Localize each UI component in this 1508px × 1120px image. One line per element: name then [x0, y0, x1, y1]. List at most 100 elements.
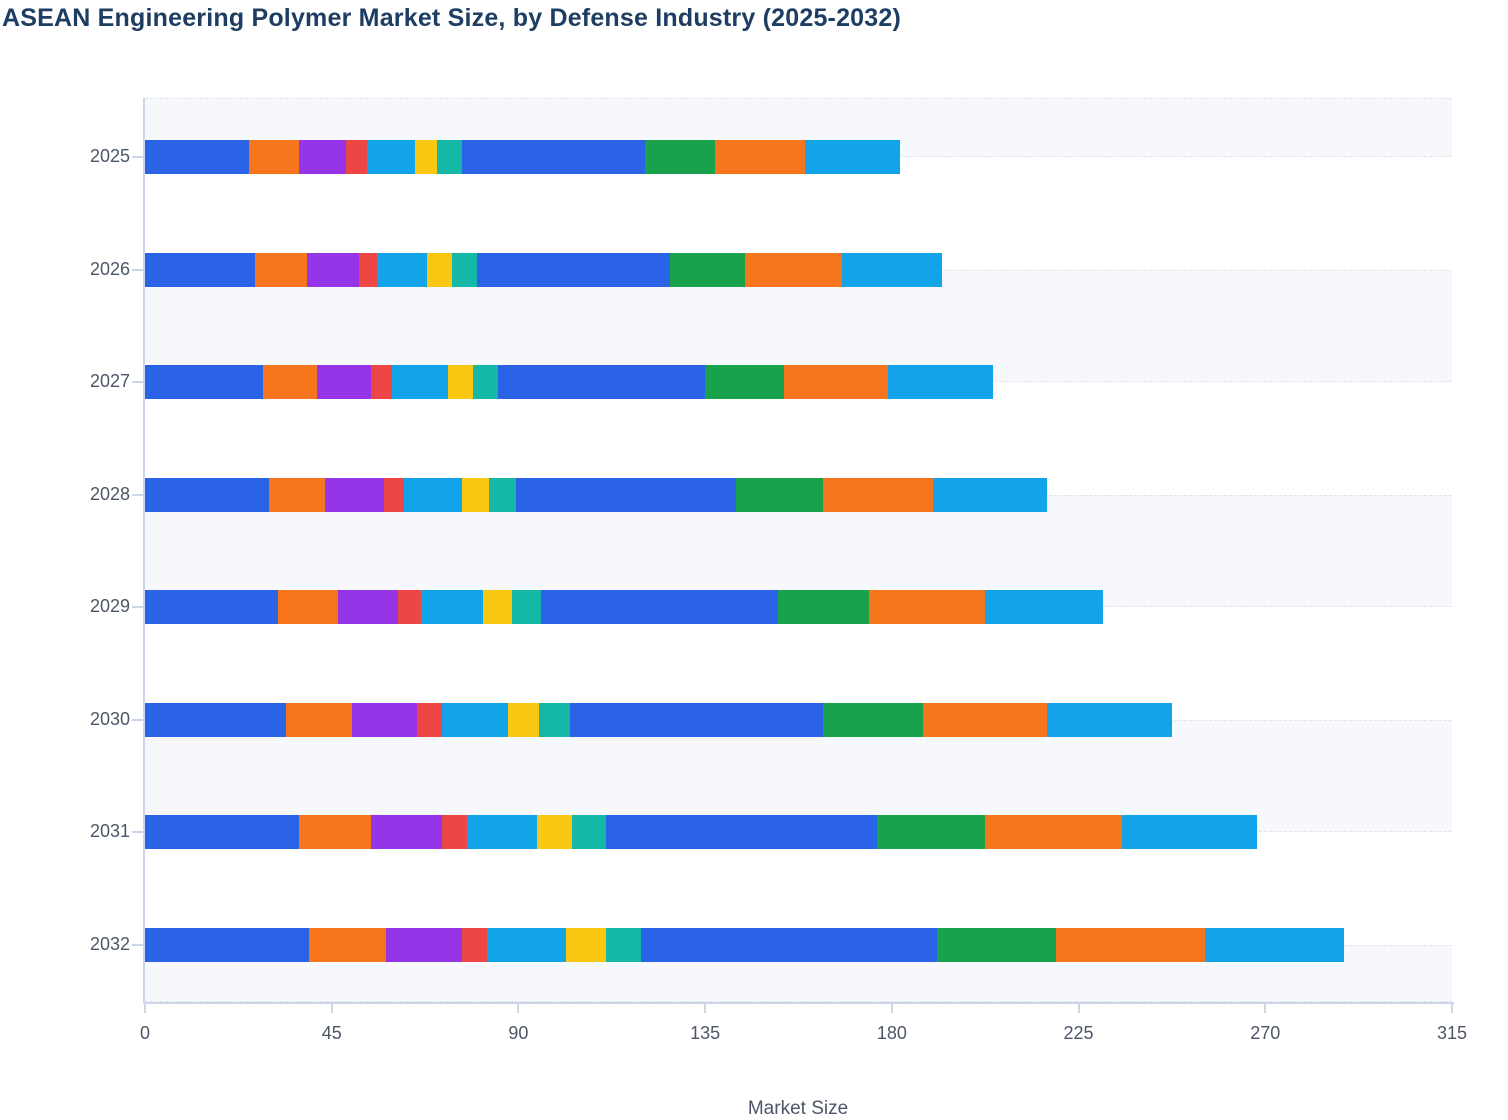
- bar-segment[interactable]: [937, 927, 1056, 962]
- bar-segment[interactable]: [539, 702, 571, 737]
- bar-segment[interactable]: [447, 365, 473, 400]
- bar-segment[interactable]: [308, 927, 386, 962]
- bar-segment[interactable]: [414, 140, 438, 174]
- bar-segment[interactable]: [269, 477, 326, 512]
- bar-segment[interactable]: [715, 140, 805, 174]
- bar-segment[interactable]: [472, 365, 498, 400]
- x-axis-tick-label: 90: [508, 1023, 529, 1043]
- bar-segment[interactable]: [317, 365, 372, 400]
- bar-segment[interactable]: [383, 477, 405, 512]
- bar-segment[interactable]: [145, 252, 255, 287]
- bar-segment[interactable]: [441, 702, 509, 737]
- bar-segment[interactable]: [1055, 927, 1206, 962]
- bar-segment[interactable]: [358, 252, 378, 287]
- x-axis-title: Market Size: [747, 1098, 849, 1119]
- bar-segment[interactable]: [823, 477, 934, 512]
- bar-segment[interactable]: [922, 702, 1048, 737]
- bar-row-2026: [145, 252, 942, 287]
- bar-segment[interactable]: [145, 927, 309, 962]
- bar-segment[interactable]: [483, 590, 513, 625]
- bar-segment[interactable]: [516, 477, 737, 512]
- bar-segment[interactable]: [352, 702, 417, 737]
- y-axis-tick: [132, 493, 143, 496]
- bar-segment[interactable]: [868, 590, 986, 625]
- bar-segment[interactable]: [286, 702, 353, 737]
- bar-segment[interactable]: [462, 140, 645, 174]
- bar-segment[interactable]: [254, 252, 307, 287]
- bar-segment[interactable]: [669, 252, 745, 287]
- bar-segment[interactable]: [441, 815, 467, 850]
- bar-segment[interactable]: [325, 477, 384, 512]
- bar-segment[interactable]: [437, 140, 463, 174]
- bar-segment[interactable]: [371, 815, 442, 850]
- bar-segment[interactable]: [736, 477, 824, 512]
- bar-segment[interactable]: [566, 927, 606, 962]
- bar-segment[interactable]: [476, 252, 670, 287]
- bar-segment[interactable]: [145, 365, 264, 400]
- bar-segment[interactable]: [570, 702, 824, 737]
- bar-segment[interactable]: [512, 590, 542, 625]
- bar-segment[interactable]: [1047, 702, 1172, 737]
- bar-segment[interactable]: [416, 702, 442, 737]
- bar-segment[interactable]: [427, 252, 452, 287]
- bar-segment[interactable]: [887, 365, 994, 400]
- bar-segment[interactable]: [248, 140, 299, 174]
- bar-segment[interactable]: [644, 140, 716, 174]
- bar-segment[interactable]: [933, 477, 1048, 512]
- bar-segment[interactable]: [145, 140, 249, 174]
- bar-segment[interactable]: [537, 815, 573, 850]
- y-axis-label: 2027: [89, 371, 130, 392]
- bar-segment[interactable]: [985, 815, 1123, 850]
- x-axis-tick: [1451, 1004, 1453, 1013]
- x-axis-tick: [330, 1004, 333, 1013]
- bar-segment[interactable]: [877, 815, 986, 850]
- bar-segment[interactable]: [277, 590, 338, 625]
- bar-segment[interactable]: [398, 590, 421, 625]
- bar-segment[interactable]: [462, 477, 490, 512]
- bar-segment[interactable]: [377, 252, 428, 287]
- bar-segment[interactable]: [705, 365, 784, 400]
- bar-segment[interactable]: [306, 252, 359, 287]
- bar-segment[interactable]: [371, 365, 392, 400]
- bar-segment[interactable]: [508, 702, 540, 737]
- bar-segment[interactable]: [777, 590, 869, 625]
- bar-segment[interactable]: [145, 477, 270, 512]
- bar-segment[interactable]: [804, 140, 901, 174]
- bar-segment[interactable]: [145, 590, 278, 625]
- bar-segment[interactable]: [744, 252, 842, 287]
- bar-segment[interactable]: [1122, 815, 1257, 850]
- bar-segment[interactable]: [404, 477, 463, 512]
- bar-segment[interactable]: [391, 365, 448, 400]
- bar-segment[interactable]: [263, 365, 318, 400]
- bar-segment[interactable]: [783, 365, 888, 400]
- bar-segment[interactable]: [985, 590, 1104, 625]
- bar-segment[interactable]: [298, 815, 372, 850]
- bar-segment[interactable]: [466, 815, 538, 850]
- x-axis-tick: [1077, 1004, 1080, 1013]
- bar-segment[interactable]: [605, 927, 641, 962]
- bar-segment[interactable]: [346, 140, 367, 174]
- bar-segment[interactable]: [1205, 927, 1345, 962]
- x-axis-tick: [890, 1004, 893, 1013]
- bar-segment[interactable]: [489, 477, 517, 512]
- bar-row-2031: [145, 815, 1257, 850]
- bar-segment[interactable]: [605, 815, 878, 850]
- bar-segment[interactable]: [640, 927, 938, 962]
- bar-segment[interactable]: [572, 815, 606, 850]
- bar-segment[interactable]: [541, 590, 778, 625]
- bar-segment[interactable]: [385, 927, 463, 962]
- bar-segment[interactable]: [497, 365, 706, 400]
- bar-segment[interactable]: [145, 815, 299, 850]
- bar-segment[interactable]: [298, 140, 347, 174]
- bar-segment[interactable]: [452, 252, 477, 287]
- bar-segment[interactable]: [337, 590, 399, 625]
- bar-segment[interactable]: [823, 702, 923, 737]
- bar-segment[interactable]: [366, 140, 415, 174]
- y-axis-label: 2032: [89, 933, 130, 954]
- bar-segment[interactable]: [145, 702, 287, 737]
- y-axis-tick: [132, 606, 143, 609]
- bar-segment[interactable]: [487, 927, 567, 962]
- bar-segment[interactable]: [842, 252, 942, 287]
- bar-segment[interactable]: [420, 590, 484, 625]
- bar-segment[interactable]: [462, 927, 488, 962]
